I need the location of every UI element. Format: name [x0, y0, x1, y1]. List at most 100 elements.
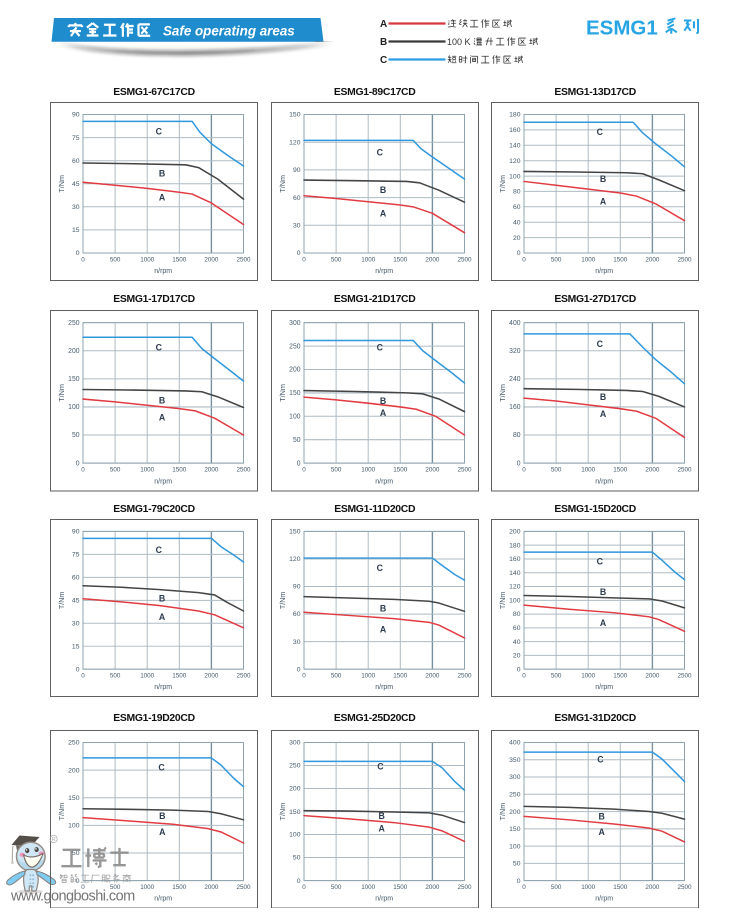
svg-text:0: 0	[76, 877, 80, 884]
svg-text:1500: 1500	[393, 467, 407, 474]
svg-text:100 K: 100 K	[447, 37, 471, 47]
svg-text:0: 0	[81, 467, 85, 474]
svg-text:150: 150	[509, 826, 521, 833]
svg-text:n/rpm: n/rpm	[154, 895, 172, 902]
svg-text:160: 160	[509, 127, 521, 134]
svg-text:1500: 1500	[172, 467, 186, 474]
svg-text:500: 500	[551, 467, 562, 474]
svg-text:30: 30	[72, 204, 80, 211]
svg-text:A: A	[600, 618, 607, 628]
svg-text:150: 150	[289, 112, 301, 119]
svg-text:n/rpm: n/rpm	[375, 895, 393, 902]
svg-text:n/rpm: n/rpm	[595, 478, 613, 485]
svg-text:15: 15	[72, 227, 80, 234]
svg-text:160: 160	[509, 556, 521, 563]
svg-text:T/Nm: T/Nm	[278, 384, 287, 402]
svg-text:2500: 2500	[678, 467, 692, 474]
svg-text:1000: 1000	[361, 673, 375, 680]
svg-text:0: 0	[517, 460, 521, 467]
svg-text:n/rpm: n/rpm	[595, 684, 613, 691]
svg-text:C: C	[156, 342, 163, 352]
svg-text:C: C	[597, 754, 604, 764]
svg-text:150: 150	[68, 794, 80, 801]
svg-text:2000: 2000	[204, 673, 218, 680]
svg-text:B: B	[378, 811, 384, 821]
svg-text:240: 240	[509, 376, 521, 383]
svg-text:20: 20	[513, 235, 521, 242]
svg-text:500: 500	[110, 673, 121, 680]
svg-text:0: 0	[296, 250, 300, 257]
svg-text:60: 60	[72, 575, 80, 582]
svg-text:140: 140	[509, 143, 521, 150]
svg-text:A: A	[600, 196, 607, 206]
svg-text:200: 200	[509, 808, 521, 815]
svg-text:1500: 1500	[172, 257, 187, 264]
svg-text:A: A	[159, 413, 166, 423]
svg-text:500: 500	[110, 884, 121, 891]
svg-text:120: 120	[509, 158, 521, 165]
svg-text:15: 15	[72, 643, 80, 650]
svg-text:B: B	[600, 392, 606, 402]
svg-text:30: 30	[293, 639, 301, 646]
svg-text:0: 0	[302, 467, 306, 474]
svg-text:500: 500	[110, 467, 121, 474]
svg-text:T/Nm: T/Nm	[498, 175, 507, 193]
svg-text:B: B	[380, 396, 386, 406]
svg-text:120: 120	[289, 556, 301, 563]
svg-text:90: 90	[293, 167, 301, 174]
svg-text:400: 400	[509, 739, 521, 746]
svg-text:45: 45	[72, 598, 80, 605]
svg-text:T/Nm: T/Nm	[58, 592, 66, 609]
svg-text:C: C	[158, 762, 165, 772]
svg-text:1500: 1500	[613, 884, 628, 891]
svg-text:60: 60	[293, 611, 301, 618]
svg-text:100: 100	[509, 598, 521, 605]
svg-text:0: 0	[81, 884, 85, 891]
svg-text:50: 50	[513, 860, 521, 867]
svg-text:0: 0	[76, 250, 80, 257]
svg-text:320: 320	[509, 348, 521, 355]
svg-text:200: 200	[509, 529, 521, 536]
svg-text:80: 80	[513, 189, 521, 196]
svg-text:A: A	[380, 19, 387, 30]
svg-text:n/rpm: n/rpm	[375, 478, 393, 485]
svg-text:1500: 1500	[393, 257, 408, 264]
svg-text:2000: 2000	[646, 673, 660, 680]
svg-text:T/Nm: T/Nm	[498, 384, 507, 402]
svg-text:C: C	[597, 339, 604, 349]
svg-text:120: 120	[289, 139, 301, 146]
svg-text:A: A	[380, 208, 387, 218]
svg-text:1000: 1000	[140, 884, 155, 891]
svg-text:1000: 1000	[140, 257, 155, 264]
svg-text:C: C	[376, 343, 383, 353]
svg-text:140: 140	[509, 570, 521, 577]
svg-text:n/rpm: n/rpm	[595, 268, 613, 275]
svg-text:160: 160	[509, 404, 521, 411]
svg-text:40: 40	[513, 219, 521, 226]
svg-text:250: 250	[68, 320, 80, 327]
svg-text:T/Nm: T/Nm	[499, 592, 507, 609]
svg-text:2500: 2500	[678, 673, 692, 680]
svg-text:100: 100	[289, 413, 301, 420]
svg-text:B: B	[600, 174, 606, 184]
svg-text:A: A	[159, 826, 166, 836]
svg-text:T/Nm: T/Nm	[57, 384, 66, 402]
svg-text:500: 500	[331, 884, 342, 891]
svg-text:1500: 1500	[613, 673, 627, 680]
svg-text:200: 200	[289, 785, 301, 792]
svg-text:60: 60	[72, 158, 80, 165]
svg-text:2500: 2500	[678, 884, 693, 891]
svg-text:300: 300	[509, 774, 521, 781]
svg-text:500: 500	[331, 257, 342, 264]
svg-text:75: 75	[72, 135, 80, 142]
svg-text:30: 30	[293, 223, 301, 230]
svg-text:0: 0	[81, 673, 85, 680]
svg-text:B: B	[380, 37, 387, 48]
svg-text:2500: 2500	[457, 673, 471, 680]
svg-text:0: 0	[522, 467, 526, 474]
svg-text:T/Nm: T/Nm	[58, 802, 66, 820]
svg-text:100: 100	[68, 822, 80, 829]
svg-text:200: 200	[68, 767, 80, 774]
svg-text:1500: 1500	[393, 673, 407, 680]
svg-text:200: 200	[68, 348, 80, 355]
